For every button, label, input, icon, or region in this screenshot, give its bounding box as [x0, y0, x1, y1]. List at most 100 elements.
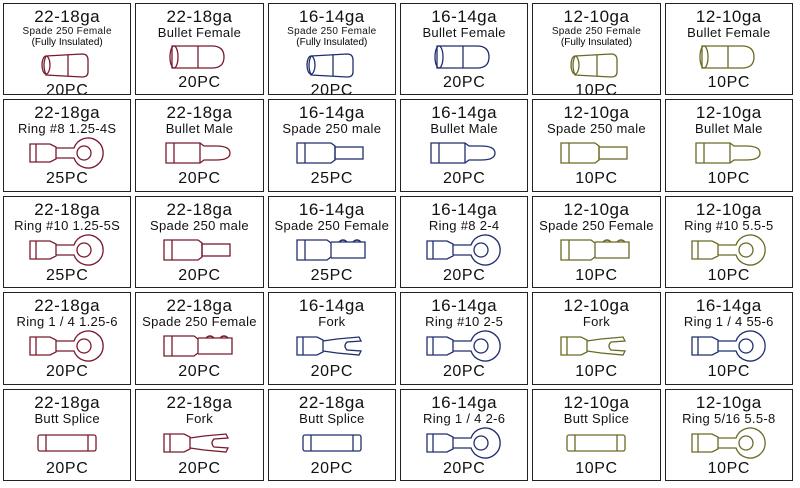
bullet-male-icon [401, 136, 527, 170]
gauge-label: 16-14ga [431, 296, 498, 316]
terminal-note: (Fully Insulated) [296, 37, 368, 48]
quantity-label: 20PC [442, 363, 486, 381]
spade-female-insulated-icon [533, 48, 659, 82]
terminal-cell: 12-10ga Bullet Female 10PC [664, 3, 793, 96]
butt-splice-icon [4, 426, 130, 460]
gauge-label: 22-18ga [166, 392, 233, 412]
terminal-name: Ring #8 2-4 [428, 217, 500, 233]
terminal-cell: 12-10ga Ring 5/16 5.5-8 10PC [664, 388, 793, 481]
terminal-cell: 16-14ga Ring 1 / 4 2-6 20PC [399, 388, 529, 481]
terminal-assortment-grid: 22-18ga Spade 250 Female (Fully Insulated)… [3, 3, 793, 481]
gauge-label: 22-18ga [34, 296, 101, 316]
terminal-name: Ring #8 1.25-4S [17, 121, 117, 137]
terminal-name: Bullet Female [687, 25, 771, 40]
quantity-label: 10PC [575, 266, 618, 284]
gauge-label: 16-14ga [431, 103, 498, 123]
spade-male-icon [136, 233, 262, 267]
terminal-cell: 12-10ga Ring #10 5.5-5 10PC [664, 195, 793, 289]
terminal-name: Ring 5/16 5.5-8 [682, 410, 776, 426]
quantity-label: 20PC [178, 170, 221, 188]
gauge-label: 22-18ga [298, 392, 365, 412]
gauge-label: 16-14ga [431, 199, 498, 219]
fork-terminal-icon [269, 329, 395, 363]
terminal-cell: 16-14ga Spade 250 Female (Fully Insulated)… [267, 3, 396, 96]
terminal-cell: 16-14ga Bullet Male 20PC [399, 99, 529, 192]
terminal-cell: 22-18ga Bullet Female 20PC [135, 3, 264, 96]
terminal-name: Ring 1 / 4 55-6 [683, 314, 774, 330]
terminal-name: Fork [582, 314, 611, 330]
quantity-label: 25PC [45, 266, 89, 284]
ring-terminal-icon [666, 426, 792, 460]
terminal-cell: 16-14ga Fork 20PC [267, 292, 396, 385]
terminal-cell: 12-10ga Spade 250 male 10PC [532, 99, 661, 192]
terminal-name: Spade 250 male [282, 121, 382, 137]
terminal-name: Spade 250 Female [142, 314, 257, 330]
gauge-label: 16-14ga [431, 7, 498, 26]
ring-terminal-icon [666, 329, 792, 363]
bullet-female-icon [666, 40, 792, 74]
terminal-name: Spade 250 male [150, 217, 249, 233]
terminal-name: Bullet Female [157, 25, 242, 40]
terminal-name: Fork [185, 410, 214, 426]
terminal-name: Spade 250 Female [539, 217, 654, 233]
spade-female-insulated-icon [4, 48, 130, 82]
terminal-name: Spade 250 Female [274, 217, 390, 233]
gauge-label: 12-10ga [695, 7, 762, 26]
quantity-label: 10PC [575, 170, 618, 188]
terminal-name: Spade 250 male [547, 121, 646, 137]
gauge-label: 16-14ga [431, 392, 498, 412]
quantity-label: 20PC [310, 82, 354, 96]
gauge-label: 12-10ga [563, 296, 630, 316]
gauge-label: 12-10ga [563, 392, 630, 412]
quantity-label: 20PC [178, 459, 221, 477]
gauge-label: 16-14ga [298, 103, 365, 123]
bullet-female-icon [401, 40, 527, 74]
terminal-name: Spade 250 Female [551, 26, 642, 37]
gauge-label: 22-18ga [166, 199, 233, 219]
terminal-name: Butt Splice [34, 410, 100, 426]
quantity-label: 10PC [575, 82, 618, 96]
terminal-name: Butt Splice [563, 410, 630, 426]
terminal-name: Bullet Male [695, 121, 763, 137]
terminal-cell: 16-14ga Ring 1 / 4 55-6 10PC [664, 292, 793, 385]
terminal-cell: 22-18ga Fork 20PC [135, 388, 264, 481]
terminal-name: Ring #10 2-5 [425, 314, 504, 330]
terminal-cell: 16-14ga Ring #8 2-4 20PC [399, 195, 529, 289]
quantity-label: 10PC [575, 459, 618, 477]
terminal-cell: 22-18ga Ring #8 1.25-4S 25PC [3, 99, 132, 192]
terminal-cell: 22-18ga Spade 250 male 20PC [135, 195, 264, 289]
quantity-label: 20PC [310, 459, 354, 477]
bullet-male-icon [136, 136, 262, 170]
terminal-cell: 16-14ga Spade 250 Female 25PC [267, 195, 396, 289]
quantity-label: 25PC [310, 170, 354, 188]
terminal-name: Bullet Male [165, 121, 234, 137]
quantity-label: 20PC [442, 74, 486, 91]
terminal-note: (Fully Insulated) [31, 37, 103, 48]
gauge-label: 22-18ga [34, 199, 101, 219]
ring-terminal-icon [401, 329, 527, 363]
terminal-name: Fork [318, 314, 346, 330]
terminal-name: Bullet Female [422, 25, 506, 40]
terminal-name: Ring 1 / 4 2-6 [423, 410, 506, 426]
quantity-label: 20PC [442, 170, 486, 188]
gauge-label: 22-18ga [34, 103, 101, 123]
terminal-cell: 16-14ga Bullet Female 20PC [399, 3, 529, 96]
quantity-label: 10PC [707, 363, 751, 381]
gauge-label: 16-14ga [298, 7, 365, 26]
terminal-note: (Fully Insulated) [560, 37, 633, 48]
terminal-cell: 12-10ga Butt Splice 10PC [532, 388, 661, 481]
terminal-cell: 22-18ga Butt Splice 20PC [3, 388, 132, 481]
butt-splice-icon [533, 426, 659, 460]
gauge-label: 16-14ga [695, 296, 762, 316]
ring-terminal-icon [666, 233, 792, 267]
quantity-label: 20PC [178, 363, 221, 381]
quantity-label: 20PC [178, 266, 221, 284]
quantity-label: 20PC [442, 266, 486, 284]
quantity-label: 10PC [707, 74, 751, 91]
quantity-label: 10PC [707, 170, 751, 188]
terminal-name: Ring #10 1.25-5S [14, 217, 121, 233]
gauge-label: 12-10ga [695, 392, 762, 412]
gauge-label: 12-10ga [563, 199, 630, 219]
gauge-label: 22-18ga [166, 103, 233, 123]
ring-terminal-icon [401, 233, 527, 267]
